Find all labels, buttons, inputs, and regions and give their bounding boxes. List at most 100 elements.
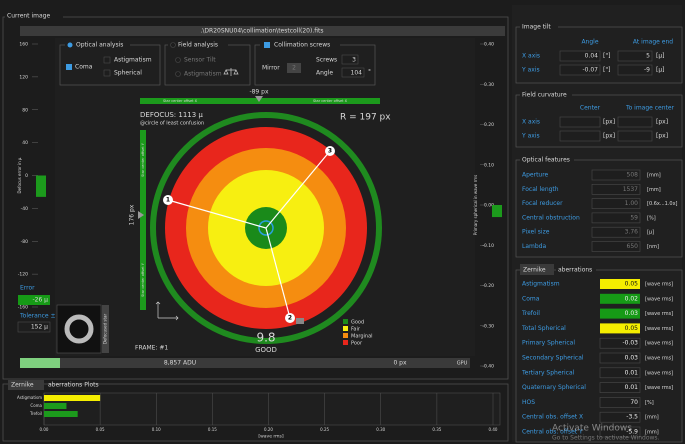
checkbox[interactable] xyxy=(103,69,111,77)
screw-line xyxy=(265,150,331,229)
input[interactable] xyxy=(591,212,641,224)
checkbox[interactable] xyxy=(264,42,270,48)
radius: R = 197 px xyxy=(340,113,391,123)
image-tilt-box xyxy=(515,26,683,84)
legend-label: Poor xyxy=(351,341,363,347)
legend-swatch xyxy=(343,340,348,345)
legend-label: Good xyxy=(351,320,364,326)
x-axis-label: [wave rms] xyxy=(258,434,284,440)
input[interactable] xyxy=(617,64,653,76)
input[interactable] xyxy=(591,241,641,252)
row-label: Pixel size xyxy=(522,229,550,236)
tick-label: -0.10 xyxy=(482,243,494,249)
row-label: Secondary Spherical xyxy=(522,355,584,362)
field-value: 5 xyxy=(646,53,650,60)
dropdown[interactable] xyxy=(520,264,554,275)
unit: [px] xyxy=(656,133,668,140)
radio-button[interactable] xyxy=(175,71,181,77)
offset-y-label: Star center offset Y xyxy=(141,142,145,177)
row-label: Central obstruction xyxy=(522,214,580,221)
field-label: Screws xyxy=(316,57,337,64)
screw-marker[interactable] xyxy=(163,195,173,205)
status-adu: 8,857 ADU xyxy=(164,360,196,367)
radio-button[interactable] xyxy=(175,57,181,63)
tick-label: -0.40 xyxy=(482,364,494,370)
legend-swatch xyxy=(343,326,348,331)
offset-x-label: Star center offset X xyxy=(163,99,198,103)
unit: [µ] xyxy=(656,53,665,60)
defocus: DEFOCUS: 1113 µ xyxy=(140,111,203,119)
field-value: 3 xyxy=(352,57,356,64)
input[interactable] xyxy=(591,198,641,209)
input[interactable] xyxy=(559,116,601,128)
value-field xyxy=(600,293,640,304)
bar xyxy=(44,411,78,417)
row-label: Focal length xyxy=(522,186,559,193)
field-value: 0.01 xyxy=(625,384,639,391)
screw-marker[interactable] xyxy=(325,146,335,156)
watermark-subtitle: Go to Settings to activate Windows. xyxy=(552,435,660,442)
value-field xyxy=(600,279,640,289)
row-label: Primary Spherical xyxy=(522,340,575,347)
title-bg xyxy=(260,41,340,49)
input[interactable] xyxy=(559,50,601,62)
x-tick-label: 0.05 xyxy=(96,427,105,432)
input[interactable] xyxy=(591,184,641,195)
unit: [%] xyxy=(647,215,656,221)
title-bg xyxy=(520,90,572,99)
title-bg xyxy=(5,11,63,21)
tick-label: -0.20 xyxy=(482,283,494,289)
input[interactable] xyxy=(591,169,641,181)
legend-label: Fair xyxy=(351,327,361,333)
radio-button[interactable] xyxy=(67,42,73,48)
field-curvature-box xyxy=(515,94,683,148)
scale-icon xyxy=(223,68,239,76)
group-title: Field curvature xyxy=(522,92,567,99)
value-field xyxy=(600,308,640,319)
field-value: 59 xyxy=(630,214,638,221)
optical-features-box xyxy=(515,159,683,258)
screw-marker[interactable] xyxy=(285,313,295,323)
error-value: -26 µ xyxy=(32,297,48,304)
input[interactable] xyxy=(617,116,653,128)
input[interactable] xyxy=(591,226,641,238)
title-bg xyxy=(556,265,596,274)
value-field xyxy=(599,426,641,438)
tick-label: 0.10 xyxy=(484,162,494,168)
outer-ring xyxy=(150,112,382,344)
unit: [wave rms] xyxy=(645,385,673,391)
watermark-title: Activate Windows xyxy=(552,424,632,434)
tick-label: 0 xyxy=(25,173,28,179)
axes-icon xyxy=(155,301,179,321)
input[interactable] xyxy=(341,54,359,65)
input[interactable] xyxy=(559,64,601,76)
input[interactable] xyxy=(287,63,301,73)
row-label: Trefoil xyxy=(521,310,540,317)
gauge-label: Defocus error in µ xyxy=(17,157,22,193)
unit: ["] xyxy=(603,53,610,60)
input[interactable] xyxy=(617,50,653,62)
checkbox[interactable] xyxy=(103,56,111,64)
frame: FRAME: #1 xyxy=(135,345,168,352)
option-label: Astigmatism xyxy=(114,57,152,64)
dropdown[interactable] xyxy=(8,380,44,390)
field-value: -0.07 xyxy=(582,67,598,74)
radio-button[interactable] xyxy=(170,42,176,48)
row-label: Lambda xyxy=(522,243,546,250)
checkbox[interactable] xyxy=(66,64,72,70)
offset-y-bar xyxy=(140,130,146,310)
tick-label: 160 xyxy=(19,42,28,48)
dropdown-label: Zernike xyxy=(11,382,34,389)
input[interactable] xyxy=(559,130,601,142)
center xyxy=(258,220,274,236)
offset-y-value: 176 px xyxy=(129,204,136,225)
field-value: 104 xyxy=(351,70,363,77)
unit: [%] xyxy=(645,400,654,406)
input[interactable] xyxy=(341,67,365,78)
row-label: Y axis xyxy=(521,133,540,140)
input[interactable] xyxy=(617,130,653,142)
tolerance-field[interactable] xyxy=(17,321,51,333)
x-tick-label: 0.15 xyxy=(208,427,217,432)
field-value: 0.03 xyxy=(625,355,639,362)
field-value: 508 xyxy=(627,172,639,179)
